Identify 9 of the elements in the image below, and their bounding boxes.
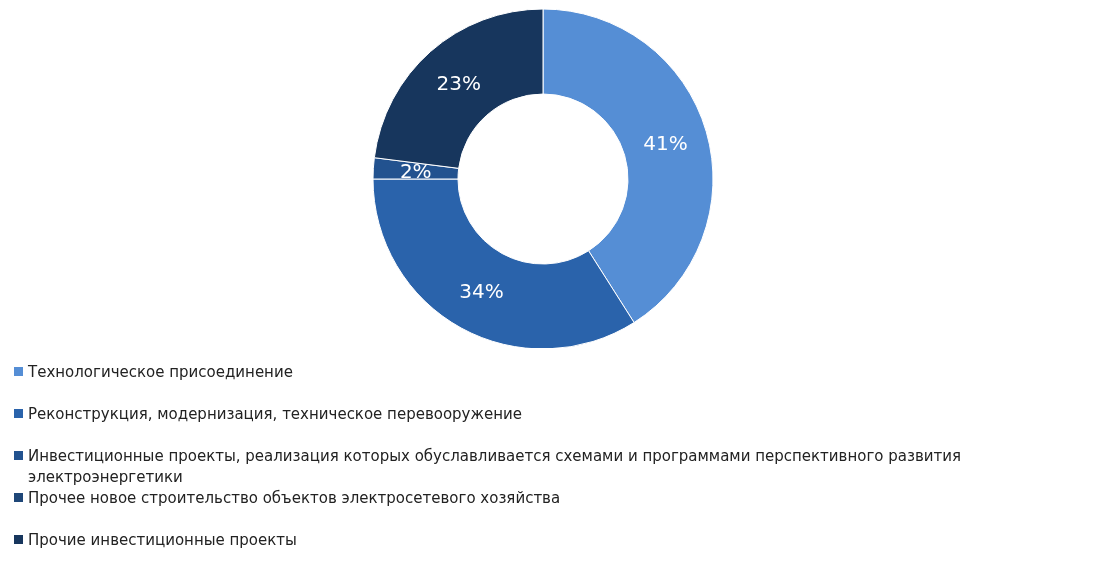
legend-label: Прочие инвестиционные проекты [28,530,297,551]
legend-label: Реконструкция, модернизация, техническое перевооружение [28,404,523,425]
legend-label: Инвестиционные проекты, реализация которых обуславливается схемами и программами перспективного развития электроэнергетики [28,446,963,488]
data-label: 41% [643,131,688,156]
legend-label: Технологическое присоединение [28,362,293,383]
data-label: 34% [459,278,504,303]
legend-label: Прочее новое строительство объектов электросетевого хозяйства [28,488,561,509]
data-label: 23% [436,71,481,96]
data-label: 2% [399,158,432,183]
